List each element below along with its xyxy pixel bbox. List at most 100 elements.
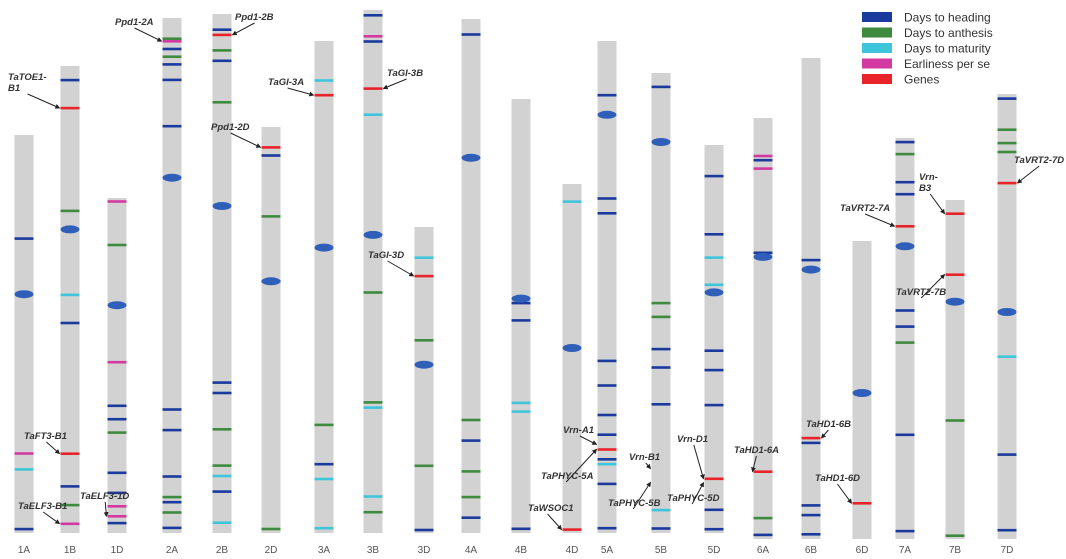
gene-label-tahd1-6b: TaHD1-6B [806, 419, 851, 439]
chromosome-5b: 5B [651, 73, 671, 556]
band-heading [162, 500, 182, 504]
band-maturity [212, 521, 232, 524]
band-heading [704, 508, 724, 512]
band-anthesis [60, 503, 80, 507]
gene-label-vrn-b1: Vrn-B1 [629, 452, 660, 470]
gene-arrow [693, 444, 705, 480]
legend-swatch [862, 43, 892, 53]
chromosome-label: 5A [601, 545, 614, 556]
band-anthesis [162, 55, 182, 58]
band-heading [511, 319, 531, 322]
band-anthesis [461, 495, 481, 499]
chromosome-1a: 1A [14, 135, 34, 556]
chromosome-5d: 5D [704, 145, 724, 556]
band-heading [753, 158, 773, 162]
gene-arrow [751, 455, 757, 473]
band-maturity [314, 79, 334, 82]
band-heading [597, 413, 617, 417]
gene-label-vrn-d1: Vrn-D1 [677, 434, 708, 480]
chromosome-label: 3D [418, 545, 431, 556]
band-heading [997, 528, 1017, 532]
gene-arrow [632, 481, 651, 510]
gene-arrow [42, 511, 61, 525]
band-heading [162, 428, 182, 432]
gene-arrow [645, 462, 652, 470]
band-genes [852, 502, 872, 505]
band-genes [363, 87, 383, 90]
gene-arrow [103, 501, 109, 518]
chromosome-3b: 3B [363, 10, 383, 556]
chromosome-label: 5D [708, 545, 721, 556]
gene-label-text: TaVRT2-7D [1014, 155, 1064, 166]
band-anthesis [261, 215, 281, 218]
centromere [704, 288, 724, 297]
band-heading [895, 433, 915, 437]
chromosome-bar [562, 184, 582, 533]
band-anthesis [212, 49, 232, 52]
band-genes [753, 470, 773, 473]
band-earliness [363, 35, 383, 38]
gene-label-tavrt2-7b: TaVRT2-7B [896, 274, 946, 299]
band-heading [511, 301, 531, 305]
centromere [60, 225, 80, 234]
centromere [945, 297, 965, 306]
band-anthesis [997, 150, 1017, 154]
gene-label-text: TaFT3-B1 [24, 431, 67, 442]
band-anthesis [363, 401, 383, 404]
centromere [14, 290, 34, 299]
band-anthesis [753, 516, 773, 520]
chromosome-bar [107, 198, 127, 533]
legend-item-anthesis: Days to anthesis [862, 26, 993, 40]
chromosome-label: 6D [856, 545, 869, 556]
centromere [162, 173, 182, 182]
centromere [107, 301, 127, 310]
chromosome-label: 1D [111, 545, 124, 556]
gene-label-text: TaELF3-B1 [18, 501, 67, 512]
band-genes [60, 452, 80, 455]
chromosome-7b: 7B [945, 200, 965, 556]
band-maturity [314, 526, 334, 530]
gene-label-text: TaHD1-6B [806, 419, 851, 430]
chromosome-2d: 2D [261, 127, 281, 556]
chromosome-6b: 6B [801, 58, 821, 556]
band-heading [651, 85, 671, 89]
chromosome-label: 6A [757, 545, 770, 556]
band-heading [597, 458, 617, 461]
band-heading [597, 526, 617, 530]
band-heading [895, 192, 915, 196]
chromosome-label: 3A [318, 545, 331, 556]
band-anthesis [363, 291, 383, 294]
chromosome-7a: 7A [895, 138, 915, 556]
gene-label-vrn-a1: Vrn-A1 [563, 425, 598, 445]
gene-label-ppd1-2a: Ppd1-2A [115, 17, 163, 42]
centromere [314, 243, 334, 252]
gene-label-text: Vrn-A1 [563, 425, 594, 436]
gene-label-taelf3-b1: TaELF3-B1 [18, 501, 67, 525]
band-heading [162, 475, 182, 478]
chromosome-label: 4B [515, 545, 528, 556]
gene-label-tagi-3b: TaGI-3B [382, 68, 423, 90]
chromosome-layer: 1A 1B 1D 2A 2B 2D 3A 3B 3D 4A 4B 4D 5A 5B 5D 6A 6B 6D 7A 7B… [14, 10, 1017, 556]
legend-label: Earliness per se [904, 57, 990, 71]
gene-arrow [920, 274, 946, 299]
gene-arrow [836, 483, 852, 504]
band-heading [997, 453, 1017, 456]
band-heading [597, 482, 617, 486]
band-heading [212, 59, 232, 63]
legend-swatch [862, 27, 892, 38]
band-heading [60, 78, 80, 82]
band-genes [997, 181, 1017, 185]
band-anthesis [363, 510, 383, 514]
gene-label-taphyc-5d: TaPHYC-5D [667, 481, 720, 505]
chromosome-4a: 4A [461, 19, 481, 556]
chromosome-bar [60, 66, 80, 533]
band-genes [261, 146, 281, 149]
centromere [461, 153, 481, 162]
gene-label-text: TaTOE1-B1 [8, 72, 47, 94]
band-anthesis [162, 495, 182, 499]
legend-label: Days to maturity [904, 42, 991, 56]
chromosome-bar [511, 99, 531, 533]
band-maturity [363, 495, 383, 498]
gene-arrow [547, 513, 563, 531]
band-heading [597, 197, 617, 200]
